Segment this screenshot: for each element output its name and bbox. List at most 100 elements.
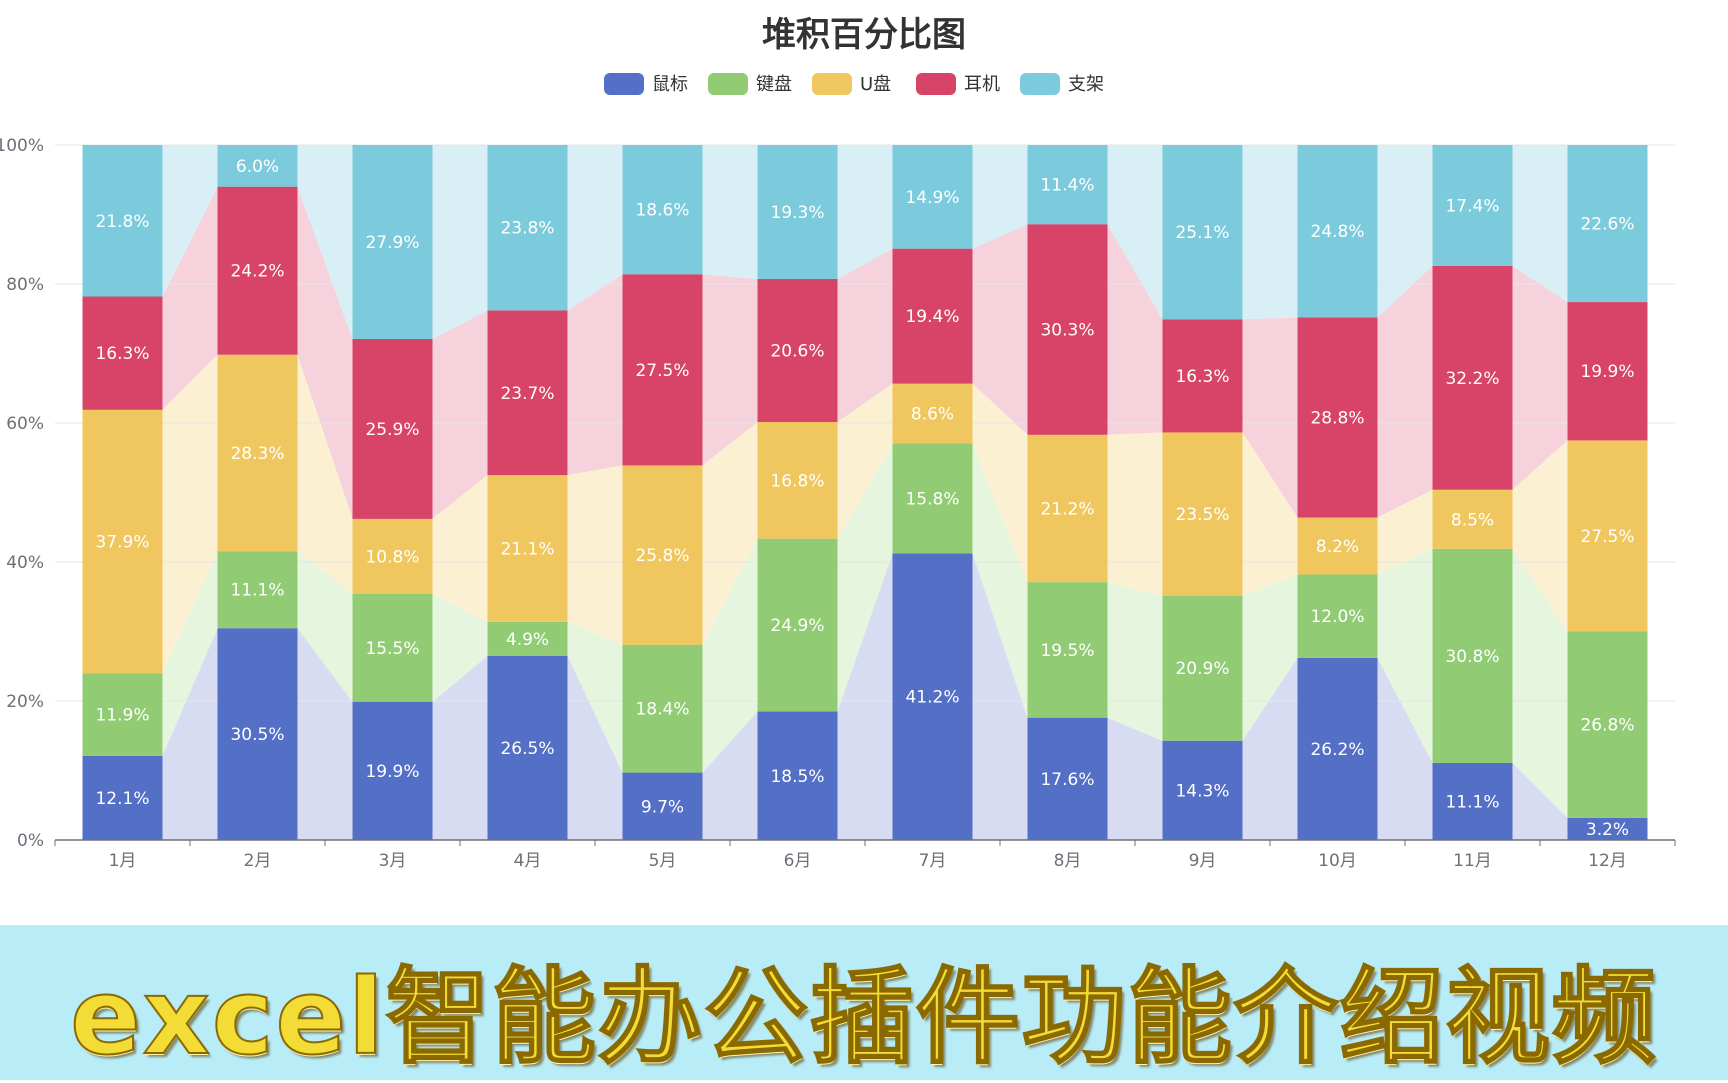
data-label: 11.1%	[1445, 792, 1499, 812]
bar-鼠标-8月	[1027, 717, 1108, 840]
bar-U盘-10月	[1297, 517, 1378, 575]
data-label: 41.2%	[905, 688, 959, 708]
bar-U盘-1月	[82, 409, 163, 674]
bar-耳机-1月	[82, 296, 163, 410]
data-label: 18.5%	[770, 767, 824, 787]
x-tick-label: 9月	[1189, 851, 1217, 871]
data-label: 21.1%	[500, 539, 554, 559]
bar-鼠标-6月	[757, 711, 838, 840]
bar-U盘-7月	[892, 383, 973, 444]
x-tick-label: 8月	[1054, 851, 1082, 871]
bar-键盘-4月	[487, 621, 568, 656]
data-label: 19.4%	[905, 307, 959, 327]
data-label: 19.5%	[1040, 641, 1094, 661]
axes: 1月 2月 3月 4月 5月 6月 7月 8月 9月 10月 11月 12月 0% 20% 40% 60% 80…	[0, 136, 1676, 871]
bar-支架-9月	[1162, 145, 1243, 320]
banner-title: excel智能办公插件功能介绍视频	[69, 955, 1658, 1079]
y-tick-label: 40%	[6, 553, 44, 573]
legend-label: U盘	[860, 74, 891, 95]
bar-键盘-6月	[757, 538, 838, 712]
data-label: 12.1%	[95, 789, 149, 809]
band-支架	[82, 145, 1648, 339]
chart-area: 堆积百分比图 12.1% 11.9% 37.9% 16.3% 21.8% 30.5% 11.…	[0, 15, 1676, 871]
bar-键盘-7月	[892, 443, 973, 554]
data-label: 10.8%	[365, 547, 419, 567]
data-label: 25.9%	[365, 420, 419, 440]
bar-U盘-3月	[352, 518, 433, 594]
bar-支架-4月	[487, 145, 568, 311]
bar-鼠标-7月	[892, 553, 973, 840]
bar-支架-10月	[1297, 145, 1378, 318]
bar-耳机-12月	[1567, 302, 1648, 441]
data-label: 11.1%	[230, 581, 284, 601]
x-tick-label: 6月	[784, 851, 812, 871]
data-label: 8.2%	[1316, 537, 1359, 557]
legend-item-耳机[interactable]: 耳机	[916, 73, 1000, 95]
x-tick-label: 4月	[514, 851, 542, 871]
data-label: 19.9%	[365, 762, 419, 782]
data-label: 3.2%	[1586, 820, 1629, 840]
x-tick-label: 2月	[244, 851, 272, 871]
bar-支架-12月	[1567, 145, 1648, 303]
y-tick-label: 20%	[6, 692, 44, 712]
bar-键盘-12月	[1567, 631, 1648, 818]
data-label: 24.8%	[1310, 222, 1364, 242]
data-label: 19.9%	[1580, 362, 1634, 382]
x-tick-label: 5月	[649, 851, 677, 871]
bar-耳机-3月	[352, 338, 433, 519]
bar-鼠标-4月	[487, 655, 568, 840]
data-label: 30.3%	[1040, 321, 1094, 341]
legend-swatch	[708, 73, 748, 95]
legend-swatch	[604, 73, 644, 95]
legend-item-支架[interactable]: 支架	[1020, 73, 1104, 95]
data-label: 17.4%	[1445, 196, 1499, 216]
x-tick-label: 7月	[919, 851, 947, 871]
data-label: 26.8%	[1580, 716, 1634, 736]
data-label: 14.9%	[905, 188, 959, 208]
y-tick-label: 0%	[17, 831, 44, 851]
data-label: 32.2%	[1445, 369, 1499, 389]
y-tick-label: 100%	[0, 136, 44, 156]
bar-键盘-5月	[622, 644, 703, 773]
data-label: 16.8%	[770, 471, 824, 491]
stacked-percent-bar-chart: 堆积百分比图 12.1% 11.9% 37.9% 16.3% 21.8% 30.5% 11.…	[0, 15, 1676, 871]
legend-item-键盘[interactable]: 键盘	[708, 73, 792, 95]
bar-U盘-4月	[487, 475, 568, 622]
data-label: 16.3%	[1175, 367, 1229, 387]
data-label: 14.3%	[1175, 781, 1229, 801]
x-tick-label: 11月	[1453, 851, 1492, 871]
legend[interactable]: 鼠标 键盘 U盘 耳机 支架	[604, 73, 1104, 95]
data-label: 27.5%	[635, 361, 689, 381]
bar-键盘-9月	[1162, 595, 1243, 741]
bar-鼠标-12月	[1567, 817, 1648, 840]
bar-鼠标-1月	[82, 755, 163, 840]
legend-item-鼠标[interactable]: 鼠标	[604, 73, 688, 95]
bar-耳机-10月	[1297, 317, 1378, 518]
data-label: 37.9%	[95, 532, 149, 552]
bar-支架-6月	[757, 145, 838, 280]
bar-耳机-6月	[757, 279, 838, 423]
band-耳机	[82, 186, 1648, 519]
data-label: 24.2%	[230, 262, 284, 282]
legend-swatch	[1020, 73, 1060, 95]
band-U盘	[82, 354, 1648, 674]
data-label: 15.8%	[905, 489, 959, 509]
y-tick-label: 80%	[6, 275, 44, 295]
bar-U盘-5月	[622, 465, 703, 645]
data-label: 27.9%	[365, 233, 419, 253]
x-tick-label: 1月	[109, 851, 137, 871]
data-label: 28.3%	[230, 444, 284, 464]
data-labels: 12.1% 11.9% 37.9% 16.3% 21.8% 30.5% 11.1% 28.3%…	[95, 157, 1634, 840]
data-label: 25.8%	[635, 546, 689, 566]
bar-鼠标-11月	[1432, 762, 1513, 840]
data-label: 28.8%	[1310, 408, 1364, 428]
chart-title: 堆积百分比图	[762, 15, 966, 55]
data-label: 9.7%	[641, 797, 684, 817]
bar-支架-1月	[82, 145, 163, 297]
legend-item-U盘[interactable]: U盘	[812, 73, 891, 95]
bar-耳机-2月	[217, 186, 298, 355]
band-鼠标	[82, 553, 1648, 840]
legend-swatch	[812, 73, 852, 95]
bar-U盘-11月	[1432, 489, 1513, 549]
data-label: 26.2%	[1310, 740, 1364, 760]
